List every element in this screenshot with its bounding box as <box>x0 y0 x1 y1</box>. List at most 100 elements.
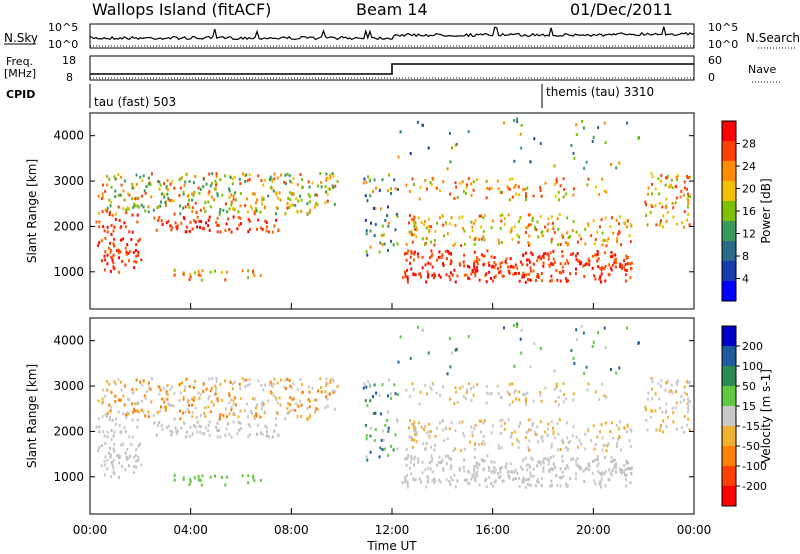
scatter-cell <box>387 205 389 209</box>
scatter-cell <box>160 192 163 196</box>
scatter-cell <box>109 446 111 450</box>
scatter-cell <box>114 217 117 221</box>
scatter-cell <box>575 463 578 467</box>
scatter-cell <box>488 468 491 472</box>
scatter-cell <box>434 274 437 278</box>
scatter-cell <box>448 131 451 135</box>
scatter-cell <box>482 421 485 425</box>
scatter-cell <box>381 224 384 228</box>
scatter-cell <box>674 406 677 410</box>
scatter-cell <box>482 468 485 472</box>
scatter-cell <box>386 214 389 217</box>
scatter-cell <box>570 349 573 352</box>
scatter-cell <box>413 463 415 467</box>
scatter-cell <box>421 123 424 127</box>
scatter-cell <box>647 397 649 401</box>
scatter-cell <box>470 387 473 391</box>
scatter-cell <box>591 459 594 463</box>
scatter-cell <box>560 476 563 480</box>
scatter-cell <box>127 456 130 460</box>
scatter-cell <box>493 461 496 464</box>
scatter-cell <box>566 243 569 247</box>
scatter-cell <box>320 390 323 394</box>
scatter-cell <box>507 265 509 269</box>
scatter-cell <box>659 425 662 429</box>
scatter-cell <box>252 474 255 478</box>
scatter-cell <box>225 407 227 411</box>
scatter-cell <box>373 383 376 387</box>
scatter-cell <box>657 177 660 181</box>
scatter-cell <box>431 470 434 474</box>
scatter-cell <box>450 421 453 425</box>
scatter-cell <box>539 420 542 424</box>
scatter-cell <box>101 192 104 196</box>
scatter-cell <box>572 356 575 360</box>
scatter-cell <box>623 259 626 263</box>
scatter-cell <box>215 377 218 381</box>
scatter-cell <box>609 255 612 259</box>
scatter-cell <box>225 427 228 431</box>
scatter-cell <box>131 213 134 217</box>
scatter-cell <box>234 396 237 400</box>
beam-title: Beam 14 <box>356 0 428 19</box>
scatter-cell <box>300 414 303 418</box>
scatter-cell <box>567 261 570 265</box>
scatter-cell <box>267 230 270 234</box>
scatter-cell <box>255 209 258 213</box>
scatter-cell <box>275 205 278 209</box>
scatter-cell <box>160 424 163 428</box>
scatter-cell <box>683 391 686 395</box>
scatter-cell <box>550 262 553 265</box>
scatter-cell <box>236 227 239 231</box>
scatter-cell <box>490 391 493 395</box>
scatter-cell <box>626 121 629 125</box>
scatter-cell <box>611 263 614 267</box>
scatter-cell <box>308 400 311 403</box>
scatter-cell <box>595 253 598 257</box>
scatter-cell <box>532 399 535 403</box>
scatter-cell <box>519 260 522 264</box>
scatter-cell <box>284 173 287 177</box>
scatter-cell <box>229 176 232 179</box>
scatter-cell <box>433 239 436 243</box>
scatter-cell <box>289 191 292 195</box>
scatter-cell <box>325 190 327 194</box>
scatter-cell <box>153 421 156 425</box>
scatter-cell <box>253 479 256 483</box>
scatter-cell <box>510 228 513 232</box>
scatter-cell <box>286 206 289 210</box>
scatter-cell <box>136 220 139 224</box>
scatter-cell <box>416 325 419 329</box>
scatter-cell <box>113 237 116 241</box>
scatter-cell <box>114 400 117 404</box>
scatter-cell <box>687 212 690 216</box>
scatter-cell <box>249 409 252 413</box>
scatter-cell <box>245 173 248 177</box>
scatter-cell <box>498 241 501 245</box>
scatter-cell <box>645 214 648 217</box>
scatter-cell <box>147 205 150 209</box>
scatter-cell <box>503 421 506 425</box>
scatter-cell <box>484 274 487 278</box>
scatter-cell <box>569 235 572 238</box>
scatter-cell <box>412 423 415 427</box>
scatter-cell <box>203 432 206 436</box>
scatter-cell <box>662 419 665 423</box>
scatter-cell <box>610 455 613 459</box>
scatter-cell <box>626 467 629 471</box>
scatter-cell <box>366 253 369 257</box>
scatter-cell <box>166 393 169 397</box>
scatter-cell <box>324 406 327 410</box>
scatter-cell <box>526 391 529 395</box>
scatter-cell <box>216 435 219 439</box>
scatter-cell <box>651 387 653 391</box>
scatter-cell <box>204 201 207 205</box>
scatter-cell <box>100 259 103 263</box>
scatter-cell <box>428 422 431 426</box>
scatter-cell <box>171 430 174 434</box>
scatter-cell <box>490 226 493 230</box>
scatter-cell <box>493 275 496 279</box>
scatter-cell <box>671 201 674 205</box>
scatter-cell <box>288 411 291 415</box>
scatter-cell <box>137 444 140 448</box>
